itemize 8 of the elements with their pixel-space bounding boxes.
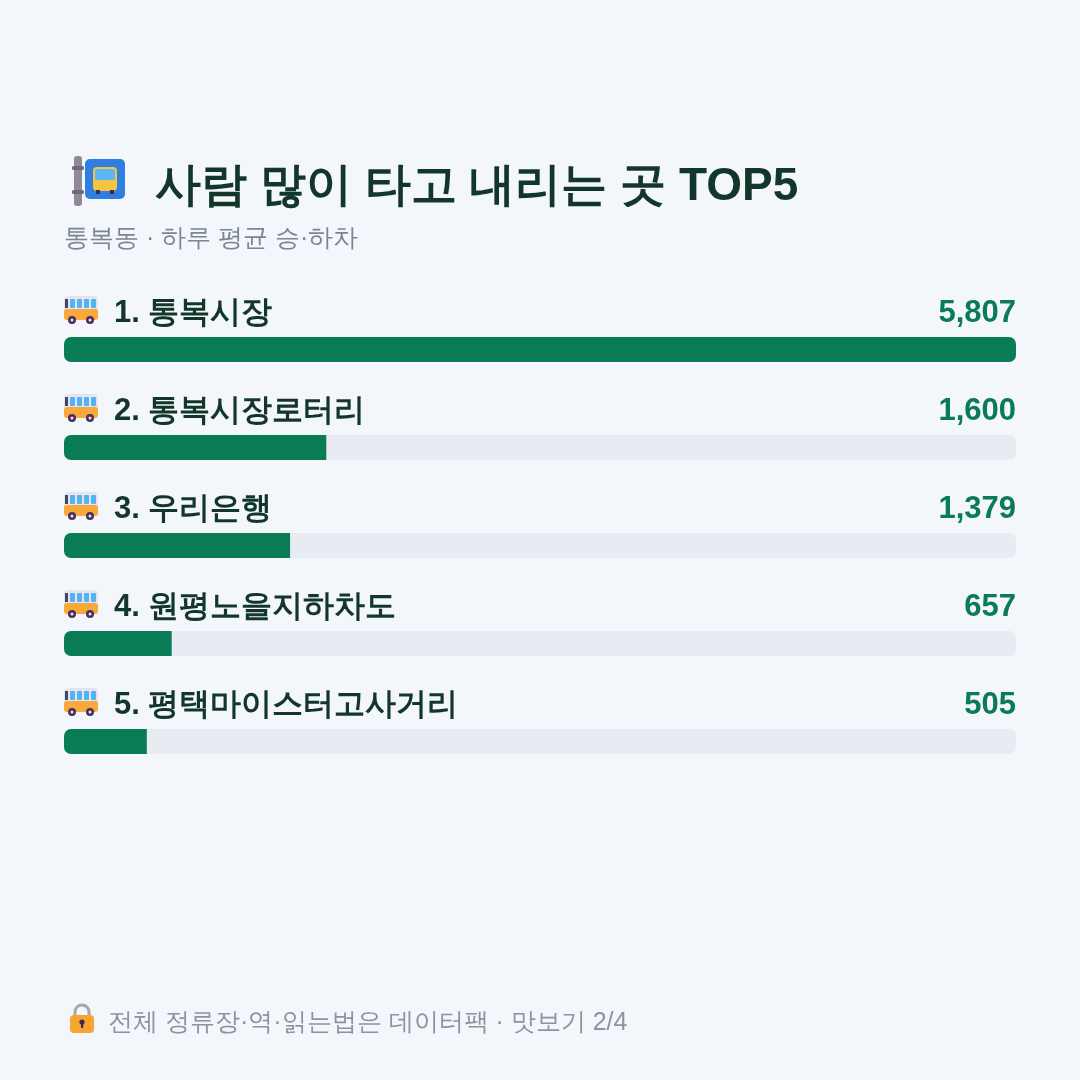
category: 4. 원평노을지하차도	[114, 588, 397, 623]
subtitle: 통복동 · 하루 평균 승·하차	[64, 223, 359, 251]
annotation: 전체 정류장·역·읽는법은 데이터팩 · 맛보기 2/4	[108, 1007, 628, 1035]
title: 사람 많이 타고 내리는 곳 TOP5	[155, 158, 799, 210]
category: 3. 우리은행	[114, 490, 273, 525]
category: 5. 평택마이스터고사거리	[114, 686, 459, 721]
category: 1. 통복시장	[114, 294, 273, 329]
category: 2. 통복시장로터리	[114, 392, 366, 427]
